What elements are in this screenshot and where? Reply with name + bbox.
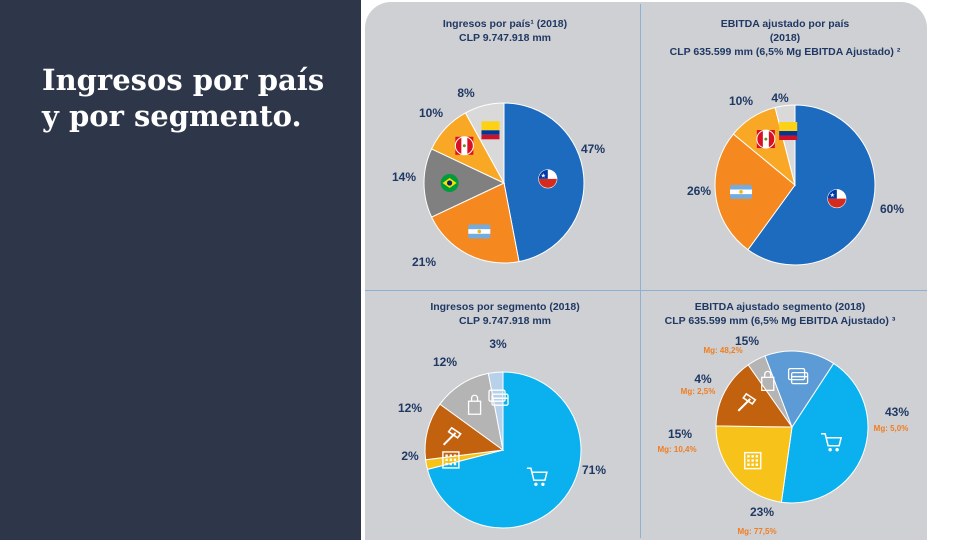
pie-ingresos-segmento: 71% 2% 12% 12% 3% xyxy=(398,337,606,529)
slice-percent-label: 60% xyxy=(880,202,904,216)
credit-card-icon xyxy=(787,367,809,385)
chart-title-line: EBITDA ajustado por país xyxy=(720,18,850,30)
building-icon xyxy=(442,451,460,469)
chart-title-line: Ingresos por segmento (2018) xyxy=(430,301,580,313)
colombia-flag-icon xyxy=(481,121,500,140)
credit-card-icon xyxy=(488,389,509,406)
argentina-flag-icon xyxy=(468,224,491,239)
chart-title-line: EBITDA ajustado segmento (2018) xyxy=(694,301,866,313)
slice-percent-label: 12% xyxy=(433,355,457,369)
chile-flag-icon: ★ xyxy=(538,169,558,189)
horizontal-divider xyxy=(365,290,927,291)
slice-percent-label: 47% xyxy=(581,142,605,156)
pie-slice xyxy=(430,182,520,264)
slice-percent-label: 2% xyxy=(401,449,419,463)
slide-title-line1: Ingresos por país xyxy=(42,63,325,97)
vertical-divider xyxy=(640,4,641,538)
slice-margin-label: Mg: 48,2% xyxy=(703,346,742,355)
chart-title-line: (2018) xyxy=(769,32,801,44)
pie-slice xyxy=(423,148,506,218)
shopping-bag-icon xyxy=(467,394,482,415)
slice-percent-label: 15% xyxy=(735,334,759,348)
pie-slice xyxy=(487,371,504,451)
slice-percent-label: 21% xyxy=(412,255,436,269)
slice-percent-label: 26% xyxy=(687,184,711,198)
pie-slice xyxy=(715,425,793,503)
building-icon xyxy=(744,451,762,470)
chart-title-line: Ingresos por país¹ (2018) xyxy=(442,18,568,30)
slice-percent-label: 4% xyxy=(771,91,789,105)
shopping-bag-icon xyxy=(761,370,775,392)
slide-title-line2: y por segmento. xyxy=(42,99,302,133)
slice-percent-label: 12% xyxy=(398,401,422,415)
argentina-flag-icon xyxy=(730,184,753,199)
shopping-cart-icon xyxy=(526,467,548,486)
chart-title-ingresos-segmento: Ingresos por segmento (2018) CLP 9.747.9… xyxy=(395,300,615,328)
slice-percent-label: 10% xyxy=(729,94,753,108)
slice-percent-label: 43% xyxy=(885,405,909,419)
pie-slice xyxy=(426,371,582,529)
pie-ingresos-pais: 47% 21% 14% 10% 8% xyxy=(392,86,605,269)
title-panel xyxy=(0,0,361,540)
peru-flag-icon xyxy=(756,129,776,149)
slice-percent-label: 4% xyxy=(694,372,712,386)
pie-slice xyxy=(714,133,796,251)
chart-title-ebitda-segmento: EBITDA ajustado segmento (2018) CLP 635.… xyxy=(650,300,910,328)
slice-percent-label: 8% xyxy=(457,86,475,100)
chart-title-line: CLP 635.599 mm (6,5% Mg EBITDA Ajustado)… xyxy=(664,315,896,327)
slice-percent-label: 10% xyxy=(419,106,443,120)
hammer-icon xyxy=(737,392,757,412)
slice-percent-label: 71% xyxy=(582,463,606,477)
hammer-icon xyxy=(442,426,462,446)
chart-title-line: CLP 635.599 mm (6,5% Mg EBITDA Ajustado)… xyxy=(669,46,901,58)
pie-slice xyxy=(747,104,876,266)
chart-title-line: CLP 9.747.918 mm xyxy=(458,315,552,327)
chart-title-ebitda-pais: EBITDA ajustado por país (2018) CLP 635.… xyxy=(655,17,915,59)
pie-ebitda-pais: 60% 26% 10% 4% xyxy=(687,91,904,266)
slice-margin-label: Mg: 10,4% xyxy=(657,445,696,454)
peru-flag-icon xyxy=(454,136,474,156)
shopping-cart-icon xyxy=(821,432,843,452)
slice-margin-label: Mg: 5,0% xyxy=(874,424,909,433)
chart-title-line: CLP 9.747.918 mm xyxy=(458,32,552,44)
chile-flag-icon: ★ xyxy=(827,189,847,209)
svg-text:★: ★ xyxy=(541,172,546,179)
slide-title: Ingresos por país y por segmento. xyxy=(42,62,342,134)
slice-margin-label: Mg: 77,5% xyxy=(737,527,776,536)
colombia-flag-icon xyxy=(779,122,798,141)
chart-title-ingresos-pais: Ingresos por país¹ (2018) CLP 9.747.918 … xyxy=(405,17,605,45)
pie-slice xyxy=(715,364,793,428)
pie-slice xyxy=(764,350,835,429)
slice-percent-label: 15% xyxy=(668,427,692,441)
slice-margin-label: Mg: 2,5% xyxy=(681,387,716,396)
slice-percent-label: 14% xyxy=(392,170,416,184)
slice-percent-label: 23% xyxy=(750,505,774,519)
brazil-flag-icon xyxy=(440,174,459,192)
pie-ebitda-segmento: 43%Mg: 5,0%23%Mg: 77,5%15%Mg: 10,4%4%Mg:… xyxy=(657,334,909,536)
svg-text:★: ★ xyxy=(830,192,835,199)
slice-percent-label: 3% xyxy=(489,337,507,351)
